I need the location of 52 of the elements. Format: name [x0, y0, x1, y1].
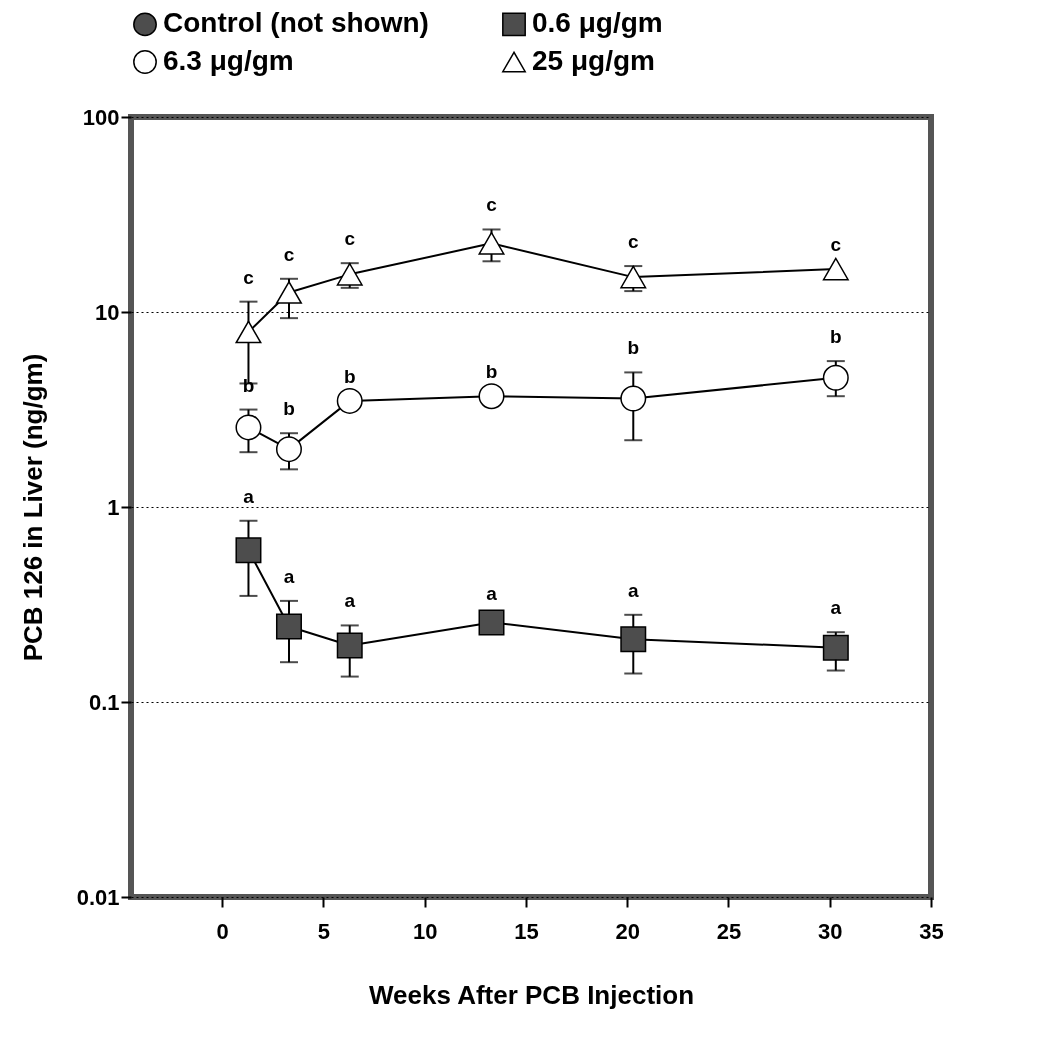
point [478, 231, 505, 255]
point [822, 257, 849, 281]
point [275, 436, 302, 463]
annotation: a [830, 597, 842, 619]
y-tick-label: 0.01 [76, 884, 120, 910]
annotation: b [830, 326, 842, 348]
legend-label: 0.6 μg/gm [532, 7, 663, 39]
annotation: a [486, 582, 498, 604]
y-tick-label: 10 [95, 299, 120, 325]
y-tick-label: 1 [107, 494, 120, 520]
point [822, 634, 849, 661]
point [235, 414, 262, 441]
annotation: c [283, 243, 295, 265]
annotation: b [627, 337, 640, 359]
x-tick-label: 20 [615, 918, 640, 944]
annotation: a [344, 590, 356, 612]
point [235, 537, 262, 564]
y-tick-label: 100 [82, 104, 120, 130]
point [822, 364, 849, 391]
annotation: c [486, 194, 498, 216]
annotation: a [627, 579, 639, 601]
point [620, 385, 647, 412]
annotation: a [243, 485, 255, 507]
point [478, 609, 505, 636]
annotation: a [283, 565, 295, 587]
annotation: b [485, 361, 498, 383]
point [235, 320, 262, 344]
annotation: c [627, 231, 639, 253]
x-tick-label: 25 [716, 918, 742, 944]
y-axis-title: PCB 126 in Liver (ng/gm) [17, 353, 48, 662]
point [620, 626, 647, 653]
annotation: c [344, 228, 356, 250]
point [336, 387, 363, 414]
point [275, 281, 302, 304]
x-tick-label: 10 [412, 918, 438, 944]
legend-label: 6.3 μg/gm [163, 45, 294, 76]
legend-label: 25 μg/gm [532, 45, 655, 76]
point [275, 613, 302, 640]
x-axis-title: Weeks After PCB Injection [368, 979, 695, 1010]
annotation: c [830, 234, 842, 256]
annotation: b [283, 398, 295, 420]
x-tick-label: 30 [817, 918, 843, 944]
point [336, 632, 363, 659]
x-tick-label: 5 [317, 918, 331, 944]
annotation: b [343, 365, 356, 387]
x-tick-label: 0 [216, 918, 229, 944]
x-tick-label: 15 [514, 918, 539, 944]
annotation: c [243, 266, 255, 288]
x-tick-label: 35 [919, 918, 944, 944]
point [478, 383, 505, 410]
legend-label: Control (not shown) [163, 7, 429, 39]
y-tick-label: 0.1 [88, 689, 120, 715]
